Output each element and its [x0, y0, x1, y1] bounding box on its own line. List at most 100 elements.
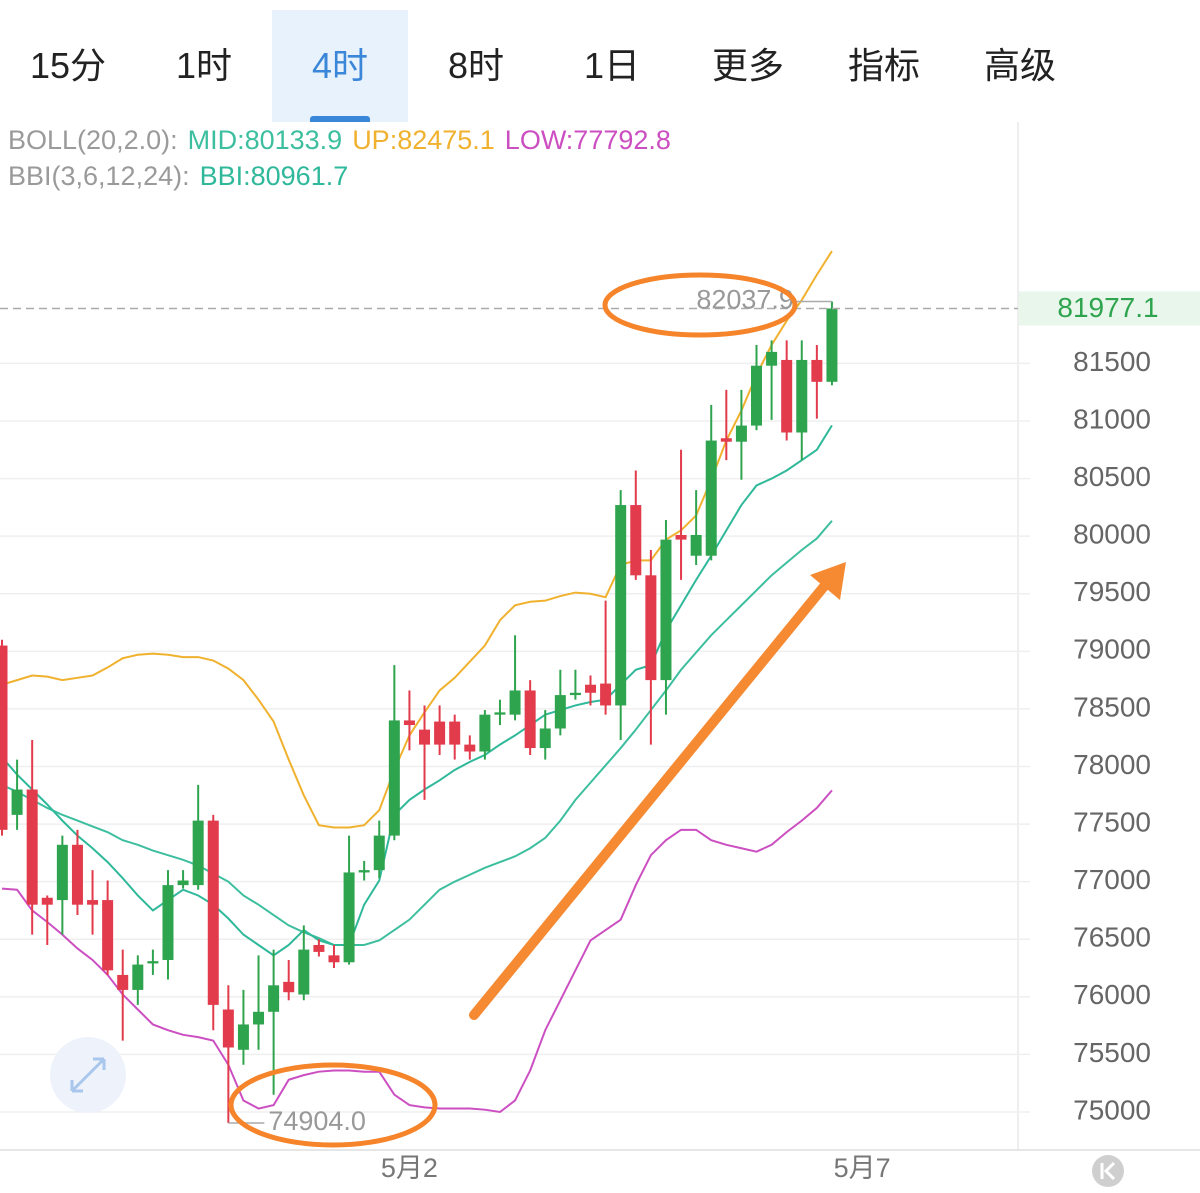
timeframe-tabs: 15分 1时 4时 8时 1日 更多 指标 高级 — [0, 10, 1200, 122]
candle-body — [343, 872, 355, 963]
candle-body — [735, 425, 747, 442]
candles — [0, 301, 838, 1124]
candle-body — [796, 359, 808, 433]
candle-body — [690, 535, 702, 556]
candle-body — [449, 721, 461, 745]
candle-body — [283, 981, 295, 993]
y-tick-label: 78000 — [1073, 749, 1151, 780]
y-tick-label: 79000 — [1073, 634, 1151, 665]
reset-button[interactable] — [1092, 1155, 1124, 1187]
tab[interactable]: 15分 — [29, 45, 107, 86]
candle-body — [781, 359, 793, 433]
candle-body — [26, 789, 38, 905]
candle-body — [751, 365, 762, 426]
last-price-label: 81977.1 — [1057, 292, 1158, 323]
candle-body — [117, 974, 129, 990]
y-tick-label: 77500 — [1073, 806, 1151, 837]
candle-body — [615, 505, 627, 706]
legend-row: BOLL(20,2.0): MID:80133.9 UP:82475.1 LOW:77… — [8, 122, 671, 158]
y-tick-label: 80000 — [1073, 519, 1151, 550]
y-tick-label: 75000 — [1073, 1094, 1151, 1125]
y-tick-label: 76000 — [1073, 979, 1151, 1010]
indicator-line — [1, 250, 833, 829]
tab[interactable]: 8时 — [447, 45, 505, 86]
candle-body — [766, 351, 778, 366]
indicator-legend: BOLL(20,2.0): MID:80133.9 UP:82475.1 LOW:77… — [8, 122, 671, 194]
candle-body — [298, 949, 310, 995]
candle-body — [539, 728, 551, 749]
y-tick-label: 81500 — [1073, 346, 1151, 377]
candle-body — [388, 720, 400, 836]
candle-body — [162, 885, 174, 960]
labels: 75000 75500 76000 76500 77000 77500 78000 78500… — [0, 285, 1200, 1183]
y-tick-label: 80500 — [1073, 461, 1151, 492]
candle-body — [675, 535, 687, 540]
y-tick-label: 77000 — [1073, 864, 1151, 895]
candle-body — [419, 729, 431, 745]
legend-title: BOLL(20,2.0): — [8, 125, 178, 155]
trend-arrow-head — [810, 562, 846, 600]
candle-body — [630, 505, 642, 576]
candle-body — [524, 690, 536, 749]
candle-body — [585, 684, 597, 693]
tab[interactable]: 1日 — [583, 45, 641, 86]
low-label: 74904.0 — [268, 1106, 366, 1136]
indicator-line — [1, 789, 833, 1114]
candle-body — [509, 690, 521, 715]
legend-item: LOW:77792.8 — [504, 125, 671, 155]
candle-body — [147, 961, 159, 964]
tab[interactable]: 更多 — [711, 45, 784, 86]
candle-body — [569, 692, 581, 696]
x-tick-label: 5月2 — [381, 1153, 438, 1183]
trend-arrow — [469, 579, 831, 1020]
candle-body — [132, 964, 144, 990]
candle-body — [464, 744, 476, 752]
zoom-button[interactable] — [50, 1037, 126, 1113]
candle-body — [71, 844, 83, 905]
candle-body — [0, 645, 8, 830]
candle-body — [328, 955, 340, 963]
candle-body — [41, 897, 53, 905]
indicator-lines — [1, 250, 833, 1114]
candle-body — [494, 712, 506, 715]
candle-body — [237, 1024, 249, 1050]
indicator-line — [1, 520, 833, 946]
candle-body — [645, 575, 657, 681]
legend-item: MID:80133.9 — [187, 125, 343, 155]
legend-item: UP:82475.1 — [352, 125, 495, 155]
candle-body — [660, 539, 672, 681]
candle-body — [826, 308, 838, 382]
candle-body — [313, 945, 325, 952]
candle-body — [600, 683, 612, 706]
tab[interactable]: 高级 — [983, 45, 1056, 86]
candle-body — [222, 1009, 234, 1048]
candle-body — [403, 720, 415, 726]
x-tick-label: 5月7 — [834, 1153, 891, 1183]
tab[interactable]: 4时 — [272, 10, 408, 122]
candle-body — [358, 870, 370, 873]
candle-body — [811, 359, 823, 382]
candle-body — [87, 900, 99, 905]
tab[interactable]: 指标 — [847, 45, 920, 86]
y-tick-label: 81000 — [1073, 403, 1151, 434]
candle-body — [11, 789, 23, 815]
last-price-box — [1019, 291, 1200, 326]
grid — [0, 362, 1030, 1113]
candle-body — [268, 985, 280, 1012]
candle-body — [192, 820, 204, 886]
candle-body — [102, 900, 114, 971]
indicator-line — [1, 424, 833, 957]
candle-body — [56, 844, 68, 901]
candle-body — [207, 820, 219, 1005]
y-tick-label: 75500 — [1073, 1037, 1151, 1068]
candle-body — [554, 695, 566, 729]
y-tick-label: 78500 — [1073, 691, 1151, 722]
tab[interactable]: 1时 — [175, 45, 233, 86]
y-tick-label: 76500 — [1073, 922, 1151, 953]
candle-body — [177, 880, 189, 886]
candle-body — [720, 438, 732, 442]
highlight-ellipse — [228, 1062, 438, 1148]
legend-item: BBI:80961.7 — [199, 161, 349, 191]
candle-body — [373, 835, 385, 871]
